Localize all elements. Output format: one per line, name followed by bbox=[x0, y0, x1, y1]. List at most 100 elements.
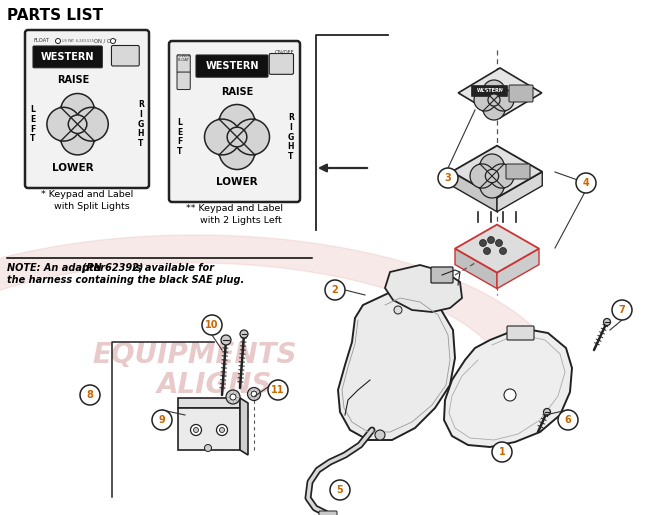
Text: 11: 11 bbox=[271, 385, 285, 395]
FancyBboxPatch shape bbox=[269, 54, 293, 74]
Polygon shape bbox=[444, 328, 572, 447]
FancyBboxPatch shape bbox=[169, 41, 300, 202]
FancyBboxPatch shape bbox=[431, 267, 453, 283]
Text: 4: 4 bbox=[582, 178, 590, 188]
Polygon shape bbox=[452, 146, 542, 198]
Text: 5: 5 bbox=[337, 485, 343, 495]
Circle shape bbox=[483, 80, 505, 102]
FancyBboxPatch shape bbox=[319, 511, 337, 515]
Circle shape bbox=[492, 89, 514, 111]
Circle shape bbox=[330, 480, 350, 500]
Text: is available for: is available for bbox=[129, 263, 214, 273]
Polygon shape bbox=[178, 408, 240, 450]
Circle shape bbox=[479, 239, 486, 247]
FancyBboxPatch shape bbox=[33, 46, 103, 68]
Circle shape bbox=[576, 173, 596, 193]
Text: 3: 3 bbox=[445, 173, 451, 183]
Circle shape bbox=[470, 164, 494, 188]
Circle shape bbox=[227, 127, 247, 147]
Text: FLOAT: FLOAT bbox=[34, 39, 50, 43]
Text: NOTE: An adapter: NOTE: An adapter bbox=[7, 263, 108, 273]
Text: 7: 7 bbox=[618, 305, 626, 315]
Circle shape bbox=[221, 335, 231, 345]
Text: 2: 2 bbox=[332, 285, 338, 295]
Circle shape bbox=[268, 380, 288, 400]
Circle shape bbox=[375, 430, 385, 440]
Circle shape bbox=[480, 174, 504, 198]
FancyBboxPatch shape bbox=[25, 30, 149, 188]
Circle shape bbox=[483, 98, 505, 120]
Text: EQUIPMENTS: EQUIPMENTS bbox=[93, 341, 297, 369]
Circle shape bbox=[219, 134, 255, 169]
Circle shape bbox=[56, 39, 61, 43]
Polygon shape bbox=[178, 398, 240, 408]
Text: WESTERN: WESTERN bbox=[41, 52, 95, 62]
Text: 8: 8 bbox=[87, 390, 93, 400]
Text: 9: 9 bbox=[159, 415, 165, 425]
Polygon shape bbox=[338, 290, 455, 440]
Text: ALIGNS: ALIGNS bbox=[157, 371, 273, 399]
Circle shape bbox=[202, 315, 222, 335]
Circle shape bbox=[217, 424, 227, 436]
Circle shape bbox=[61, 121, 95, 155]
Circle shape bbox=[240, 330, 248, 338]
Circle shape bbox=[219, 427, 225, 433]
Text: WESTERN: WESTERN bbox=[477, 89, 503, 94]
FancyBboxPatch shape bbox=[177, 72, 190, 90]
Circle shape bbox=[193, 427, 199, 433]
Polygon shape bbox=[240, 398, 248, 455]
Text: LOWER: LOWER bbox=[216, 177, 258, 187]
Text: RAISE: RAISE bbox=[221, 87, 253, 97]
Text: ** Keypad and Label
    with 2 Lights Left: ** Keypad and Label with 2 Lights Left bbox=[186, 204, 283, 225]
Circle shape bbox=[504, 389, 516, 401]
Text: LOWER: LOWER bbox=[52, 163, 93, 173]
Circle shape bbox=[488, 236, 494, 244]
Circle shape bbox=[558, 410, 578, 430]
Polygon shape bbox=[452, 171, 497, 212]
Text: ON/OFF: ON/OFF bbox=[274, 49, 294, 55]
Polygon shape bbox=[497, 171, 542, 212]
Circle shape bbox=[226, 390, 240, 404]
Text: POWER
FLOAT: POWER FLOAT bbox=[176, 54, 191, 62]
FancyBboxPatch shape bbox=[112, 45, 139, 66]
Circle shape bbox=[492, 442, 512, 462]
Circle shape bbox=[603, 318, 611, 325]
Circle shape bbox=[612, 300, 632, 320]
Circle shape bbox=[251, 391, 257, 397]
Circle shape bbox=[219, 105, 255, 140]
FancyBboxPatch shape bbox=[507, 326, 534, 340]
Circle shape bbox=[500, 248, 507, 254]
Text: L
E
F
T: L E F T bbox=[30, 105, 36, 143]
Circle shape bbox=[61, 94, 95, 127]
Text: US PAT. 6,283,515: US PAT. 6,283,515 bbox=[61, 39, 93, 43]
Circle shape bbox=[325, 280, 345, 300]
Text: * Keypad and Label
   with Split Lights: * Keypad and Label with Split Lights bbox=[41, 190, 133, 211]
FancyBboxPatch shape bbox=[509, 85, 533, 102]
Circle shape bbox=[490, 164, 514, 188]
Circle shape bbox=[438, 168, 458, 188]
Polygon shape bbox=[385, 265, 462, 312]
Text: (PN 62392): (PN 62392) bbox=[82, 263, 144, 273]
Text: ON / OFF: ON / OFF bbox=[94, 39, 117, 43]
Text: L
E
F
T: L E F T bbox=[178, 118, 183, 156]
Text: the harness containing the black SAE plug.: the harness containing the black SAE plu… bbox=[7, 275, 244, 285]
FancyBboxPatch shape bbox=[471, 85, 507, 96]
Circle shape bbox=[80, 385, 100, 405]
Polygon shape bbox=[455, 225, 539, 272]
Circle shape bbox=[204, 444, 212, 452]
Text: PARTS LIST: PARTS LIST bbox=[7, 9, 103, 24]
Circle shape bbox=[394, 306, 402, 314]
Circle shape bbox=[230, 394, 236, 400]
Text: R
I
G
H
T: R I G H T bbox=[138, 100, 144, 148]
Circle shape bbox=[543, 408, 550, 416]
Text: 1: 1 bbox=[499, 447, 505, 457]
Text: R
I
G
H
T: R I G H T bbox=[288, 113, 295, 161]
Circle shape bbox=[152, 410, 172, 430]
Polygon shape bbox=[0, 235, 564, 417]
Polygon shape bbox=[455, 249, 497, 288]
Circle shape bbox=[69, 115, 87, 133]
Circle shape bbox=[204, 119, 240, 155]
Circle shape bbox=[483, 248, 490, 254]
Polygon shape bbox=[497, 249, 539, 288]
Circle shape bbox=[47, 107, 80, 141]
